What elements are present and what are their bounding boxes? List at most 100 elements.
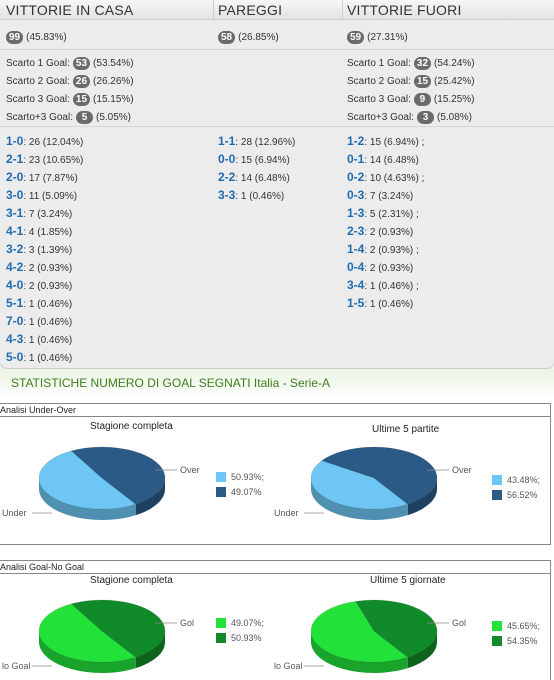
score-label: 2-2 bbox=[218, 170, 236, 184]
section-title-text: STATISTICHE NUMERO DI GOAL SEGNATI bbox=[11, 376, 251, 390]
score-row: 5-1: 1 (0.46%) bbox=[6, 296, 72, 310]
margin-row: Scarto 1 Goal: 32 (54.24%) bbox=[347, 57, 475, 70]
chart-title: Stagione completa bbox=[90, 575, 173, 586]
section-title: STATISTICHE NUMERO DI GOAL SEGNATI Itali… bbox=[11, 376, 330, 390]
score-row: 1-0: 26 (12.04%) bbox=[6, 134, 83, 148]
legend-item: 50.93% bbox=[216, 633, 262, 643]
score-row: 1-3: 5 (2.31%) ; bbox=[347, 206, 419, 220]
margin-pct: (5.05%) bbox=[95, 112, 131, 123]
score-row: 2-0: 17 (7.87%) bbox=[6, 170, 78, 184]
chart-title: Stagione completa bbox=[90, 421, 173, 432]
goal-nogoal-pie-last5: lo Goal Gol bbox=[274, 599, 466, 673]
legend-swatch bbox=[216, 633, 226, 643]
margin-row: Scarto 3 Goal: 9 (15.25%) bbox=[347, 93, 475, 106]
score-row: 0-2: 10 (4.63%) ; bbox=[347, 170, 424, 184]
legend-item: 50.93%; bbox=[216, 472, 264, 482]
goal-nogoal-box: Analisi Goal-No Goal Stagione completa U… bbox=[0, 560, 551, 680]
score-row: 4-3: 1 (0.46%) bbox=[6, 332, 72, 346]
score-row: 4-1: 4 (1.85%) bbox=[6, 224, 72, 238]
under-over-pie-season: Under Over bbox=[2, 446, 200, 520]
score-label: 2-0 bbox=[6, 170, 24, 184]
legend-label: 54.35% bbox=[507, 636, 538, 646]
legend-item: 49.07% bbox=[216, 487, 262, 497]
pie-category-label: Under bbox=[274, 508, 299, 518]
score-row: 1-5: 1 (0.46%) bbox=[347, 296, 413, 310]
pie-slice-side bbox=[135, 478, 165, 516]
score-row: 1-4: 2 (0.93%) ; bbox=[347, 242, 419, 256]
margin-pct: (54.24%) bbox=[434, 58, 475, 69]
score-row: 2-2: 14 (6.48%) bbox=[218, 170, 290, 184]
away-total-pct: (27.31%) bbox=[367, 32, 408, 43]
box-rule bbox=[0, 416, 550, 417]
score-value: : 2 (0.93%) bbox=[364, 227, 414, 238]
score-label: 5-0 bbox=[6, 350, 24, 364]
draws-total-pct: (26.85%) bbox=[238, 32, 279, 43]
pie-category-label: Over bbox=[452, 465, 472, 475]
margin-row: Scarto 3 Goal: 15 (15.15%) bbox=[6, 93, 134, 106]
under-over-box: Analisi Under-Over Stagione completa Ult… bbox=[0, 403, 551, 545]
legend-label: 56.52% bbox=[507, 490, 538, 500]
score-value: : 1 (0.46%) bbox=[23, 335, 73, 346]
score-label: 1-3 bbox=[347, 206, 365, 220]
away-wins-header: VITTORIE FUORI bbox=[347, 2, 462, 18]
count-badge: 99 bbox=[6, 31, 24, 44]
score-label: 2-1 bbox=[6, 152, 24, 166]
under-over-pie-last5: Under Over bbox=[274, 446, 472, 520]
score-row: 0-0: 15 (6.94%) bbox=[218, 152, 290, 166]
header-separator bbox=[342, 0, 343, 20]
pie-category-label: Gol bbox=[180, 618, 194, 628]
count-badge: 53 bbox=[72, 57, 91, 70]
margin-label: Scarto 1 Goal: bbox=[347, 58, 411, 69]
score-row: 4-0: 2 (0.93%) bbox=[6, 278, 72, 292]
score-value: : 2 (0.93%) ; bbox=[364, 245, 419, 256]
pie-slice bbox=[38, 603, 137, 663]
score-row: 2-3: 2 (0.93%) bbox=[347, 224, 413, 238]
score-value: : 15 (6.94%) ; bbox=[364, 137, 425, 148]
chart-title: Ultime 5 partite bbox=[372, 424, 440, 435]
score-value: : 23 (10.65%) bbox=[23, 155, 84, 166]
score-value: : 28 (12.96%) bbox=[235, 137, 296, 148]
margin-label: Scarto+3 Goal: bbox=[6, 112, 73, 123]
legend-swatch bbox=[216, 487, 226, 497]
score-label: 1-4 bbox=[347, 242, 365, 256]
count-badge: 9 bbox=[413, 93, 431, 106]
score-label: 7-0 bbox=[6, 314, 24, 328]
legend-item: 43.48%; bbox=[492, 475, 540, 485]
count-badge: 59 bbox=[347, 31, 365, 44]
score-row: 2-1: 23 (10.65%) bbox=[6, 152, 83, 166]
count-badge: 32 bbox=[413, 57, 432, 70]
count-badge: 15 bbox=[72, 93, 91, 106]
score-value: : 7 (3.24%) bbox=[23, 209, 73, 220]
pie-slice bbox=[310, 600, 409, 663]
score-row: 4-2: 2 (0.93%) bbox=[6, 260, 72, 274]
margin-label: Scarto+3 Goal: bbox=[347, 112, 414, 123]
score-label: 0-1 bbox=[347, 152, 365, 166]
legend-label: 49.07% bbox=[231, 487, 262, 497]
score-value: : 1 (0.46%) bbox=[235, 191, 285, 202]
pie-category-label: lo Goal bbox=[274, 661, 303, 671]
score-label: 0-2 bbox=[347, 170, 365, 184]
score-row: 1-1: 28 (12.96%) bbox=[218, 134, 295, 148]
legend-item: 45.65%; bbox=[492, 621, 540, 631]
legend-swatch bbox=[492, 475, 502, 485]
legend-swatch bbox=[492, 636, 502, 646]
score-row: 1-2: 15 (6.94%) ; bbox=[347, 134, 424, 148]
margin-pct: (53.54%) bbox=[93, 58, 134, 69]
count-badge: 3 bbox=[416, 111, 434, 124]
section-title-bar bbox=[0, 369, 554, 399]
margin-row: Scarto 1 Goal: 53 (53.54%) bbox=[6, 57, 134, 70]
pie-category-label: Under bbox=[2, 508, 27, 518]
pie-slice-side bbox=[311, 631, 408, 673]
legend-swatch bbox=[492, 621, 502, 631]
pie-slice-side bbox=[407, 478, 437, 516]
away-total: 59 (27.31%) bbox=[347, 31, 408, 44]
score-row: 3-2: 3 (1.39%) bbox=[6, 242, 72, 256]
header-separator bbox=[213, 0, 214, 20]
pie-slice bbox=[38, 450, 137, 510]
score-label: 3-2 bbox=[6, 242, 24, 256]
score-row: 3-4: 1 (0.46%) ; bbox=[347, 278, 419, 292]
score-row: 0-3: 7 (3.24%) bbox=[347, 188, 413, 202]
score-label: 5-1 bbox=[6, 296, 24, 310]
box-title: Analisi Under-Over bbox=[0, 405, 77, 415]
score-row: 3-1: 7 (3.24%) bbox=[6, 206, 72, 220]
